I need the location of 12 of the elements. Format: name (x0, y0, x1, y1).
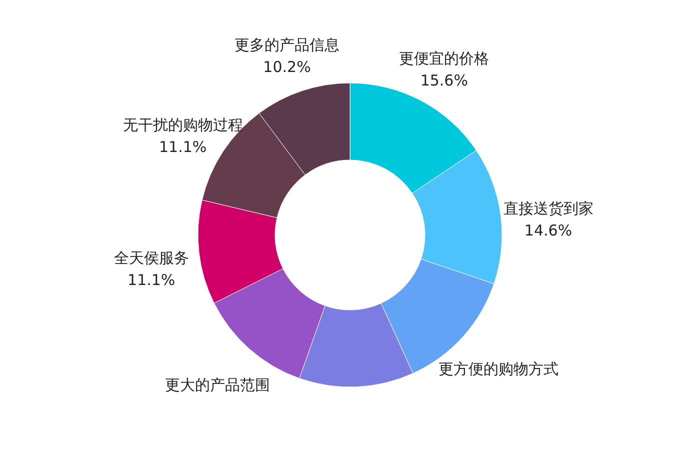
slice-label: 全天侯服务 (114, 249, 189, 268)
slice-label: 更多的产品信息 (234, 36, 340, 54)
slice-label: 更方便的购物方式 (438, 360, 558, 378)
slice-label: 更大的产品范围 (165, 376, 270, 394)
slice-label: 无干扰的购物过程 (122, 116, 243, 134)
slice-label: 更便宜的价格 (399, 50, 490, 68)
data-label: 10.2% (263, 58, 311, 76)
data-label: 15.6% (420, 72, 468, 90)
data-label: 11.1% (159, 138, 207, 156)
slice-label: 直接送货到家 (503, 200, 594, 218)
data-label: 11.1% (128, 271, 176, 290)
data-label: 14.6% (524, 222, 572, 240)
